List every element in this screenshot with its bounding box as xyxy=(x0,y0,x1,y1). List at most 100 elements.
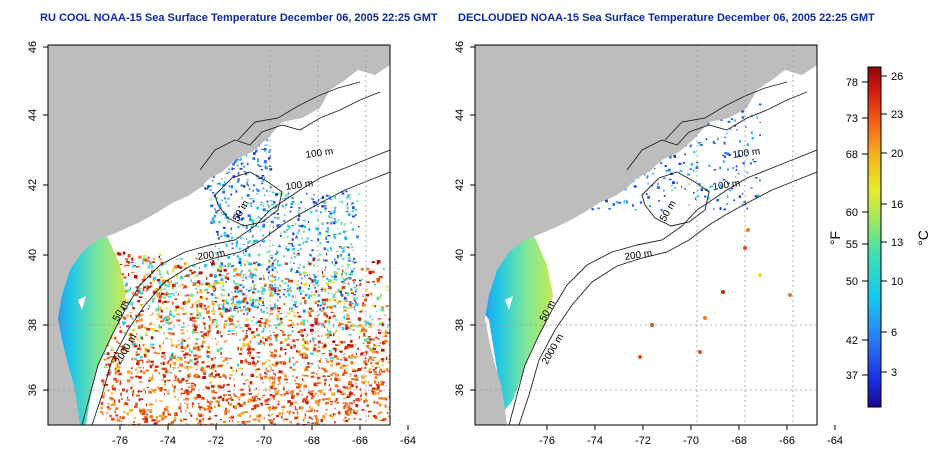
sst-pixel xyxy=(281,204,285,208)
sst-pixel xyxy=(198,271,203,275)
sst-pixel xyxy=(314,276,317,278)
sst-pixel xyxy=(291,201,295,203)
sst-pixel xyxy=(751,137,754,140)
sst-pixel xyxy=(123,276,127,279)
sst-pixel xyxy=(348,303,353,307)
sst-pixel xyxy=(359,330,362,334)
sst-pixel xyxy=(287,400,291,404)
sst-pixel xyxy=(350,292,355,294)
contour-label-100m-b: 100 m xyxy=(285,178,314,193)
sst-pixel xyxy=(388,355,390,356)
sst-pixel xyxy=(113,358,117,362)
sst-pixel xyxy=(239,263,243,267)
sst-pixel xyxy=(325,398,328,400)
sst-pixel xyxy=(371,387,376,390)
sst-pixel xyxy=(189,412,191,414)
sst-pixel xyxy=(288,359,291,363)
sst-pixel xyxy=(201,361,205,364)
sst-pixel xyxy=(744,203,747,206)
sst-pixel xyxy=(189,293,194,297)
colorbar-f-label: 42 xyxy=(846,335,858,347)
sst-pixel xyxy=(171,320,173,323)
sst-pixel xyxy=(353,261,357,264)
sst-pixel xyxy=(274,283,276,286)
sst-pixel xyxy=(353,257,356,260)
sst-pixel xyxy=(322,276,325,278)
sst-pixel xyxy=(333,218,336,220)
sst-pixel xyxy=(347,404,351,409)
contour-label-100m-b: 100 m xyxy=(712,178,741,193)
sst-pixel xyxy=(278,370,283,374)
sst-pixel xyxy=(337,411,341,415)
sst-pixel xyxy=(267,260,271,264)
lat-tick-label: 46 xyxy=(27,41,39,53)
sst-pixel xyxy=(317,227,320,230)
sst-pixel xyxy=(290,402,294,406)
sst-pixel xyxy=(180,306,184,310)
sst-pixel xyxy=(273,418,275,420)
sst-pixel xyxy=(333,270,337,274)
sst-pixel xyxy=(353,400,355,403)
sst-pixel xyxy=(322,415,325,418)
sst-pixel xyxy=(224,216,227,219)
sst-pixel xyxy=(282,334,286,336)
sst-pixel xyxy=(171,279,173,284)
sst-pixel xyxy=(132,343,136,346)
sst-pixel xyxy=(196,348,201,352)
sst-pixel xyxy=(268,363,271,365)
sst-pixel xyxy=(132,389,134,393)
sst-pixel xyxy=(130,314,132,318)
sst-pixel xyxy=(723,141,726,145)
sst-pixel xyxy=(322,307,325,310)
sst-pixel xyxy=(206,187,209,190)
sst-pixel xyxy=(700,141,702,144)
sst-pixel xyxy=(346,315,348,318)
sst-pixel xyxy=(277,289,281,292)
sst-pixel xyxy=(249,229,252,233)
sst-pixel xyxy=(189,269,193,272)
sst-pixel xyxy=(209,423,214,425)
sst-pixel xyxy=(285,418,288,420)
sst-pixel xyxy=(201,396,205,400)
sst-pixel xyxy=(341,193,345,195)
sst-pixel xyxy=(322,300,324,303)
sst-pixel xyxy=(248,385,250,389)
sst-pixel xyxy=(311,279,314,283)
sst-pixel xyxy=(280,347,283,351)
sst-pixel xyxy=(105,363,108,366)
sst-pixel xyxy=(286,382,288,384)
sst-pixel xyxy=(300,329,303,331)
sst-pixel xyxy=(216,373,221,377)
sst-pixel xyxy=(326,222,329,224)
sst-pixel xyxy=(207,417,212,420)
sst-pixel xyxy=(386,412,389,414)
sst-pixel xyxy=(224,357,228,361)
sst-pixel xyxy=(210,403,212,405)
sst-pixel xyxy=(187,374,189,378)
sst-pixel xyxy=(308,228,311,231)
sst-pixel xyxy=(141,278,146,282)
sst-pixel xyxy=(187,337,191,339)
sst-pixel xyxy=(354,356,357,359)
sst-pixel xyxy=(165,321,170,324)
sst-pixel xyxy=(320,198,322,200)
sst-pixel xyxy=(132,291,134,295)
sst-pixel xyxy=(225,213,227,216)
sst-pixel xyxy=(287,334,289,337)
sst-pixel xyxy=(204,326,206,330)
sst-pixel xyxy=(248,420,251,424)
sst-pixel xyxy=(116,419,121,422)
sst-pixel xyxy=(291,395,294,399)
sst-pixel xyxy=(205,282,208,286)
sst-pixel xyxy=(224,375,227,379)
sst-pixel xyxy=(242,337,246,342)
sst-pixel xyxy=(697,142,700,144)
sst-pixel xyxy=(263,322,266,324)
sst-pixel xyxy=(334,319,338,321)
sst-pixel xyxy=(348,194,351,196)
sst-pixel xyxy=(196,309,199,313)
sst-pixel xyxy=(195,338,199,341)
sst-pixel xyxy=(291,267,293,270)
sst-pixel xyxy=(252,291,254,293)
